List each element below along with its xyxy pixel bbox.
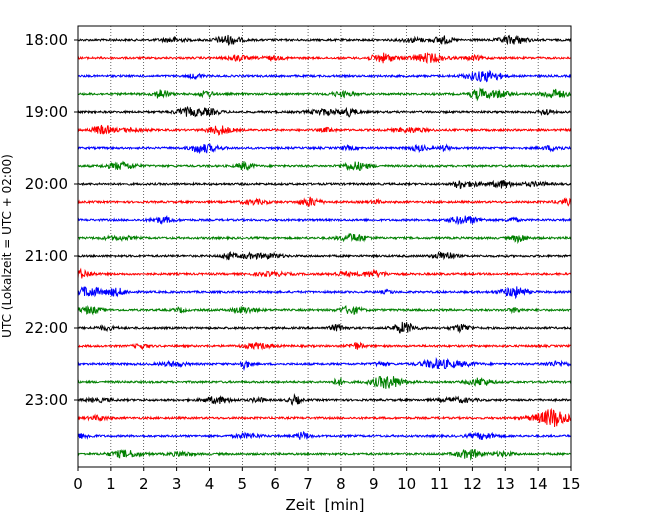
trace-line (77, 321, 572, 334)
trace-line (77, 407, 572, 428)
trace-line (77, 179, 572, 190)
trace-line (77, 449, 572, 461)
trace-line (77, 356, 572, 372)
x-axis-ticks: 0 1 2 3 4 5 6 7 8 9 10 11 12 13 14 15 (73, 467, 581, 493)
traces-group (77, 34, 572, 461)
x-tick-label: 8 (336, 475, 346, 493)
x-tick-label: 13 (496, 475, 515, 493)
y-tick-label: 22:00 (25, 319, 68, 337)
trace-line (77, 341, 572, 351)
trace-line (77, 34, 572, 46)
x-tick-label: 7 (303, 475, 313, 493)
x-tick-label: 3 (172, 475, 182, 493)
trace-line (77, 105, 572, 118)
trace-line (77, 196, 572, 207)
x-tick-label: 11 (430, 475, 449, 493)
trace-line (77, 267, 572, 279)
trace-line (77, 430, 572, 440)
trace-line (77, 69, 572, 83)
x-tick-label: 5 (238, 475, 248, 493)
x-tick-label: 15 (561, 475, 580, 493)
trace-line (77, 232, 572, 245)
y-tick-label: 21:00 (25, 247, 68, 265)
y-tick-label: 19:00 (25, 103, 68, 121)
y-tick-label: 23:00 (25, 391, 68, 409)
y-axis-label: UTC (Lokalzeit = UTC + 02:00) (0, 154, 14, 338)
trace-line (77, 143, 572, 155)
trace-line (77, 160, 572, 172)
x-tick-label: 14 (529, 475, 548, 493)
x-tick-label: 10 (397, 475, 416, 493)
x-tick-label: 4 (205, 475, 215, 493)
x-tick-label: 0 (73, 475, 83, 493)
x-tick-label: 2 (139, 475, 149, 493)
y-tick-label: 20:00 (25, 175, 68, 193)
y-axis-ticks: 18:00 19:00 20:00 21:00 22:00 23:00 (25, 31, 78, 409)
trace-line (77, 392, 572, 406)
x-tick-label: 1 (106, 475, 116, 493)
trace-line (77, 87, 572, 102)
y-tick-label: 18:00 (25, 31, 68, 49)
x-axis-label: Zeit [min] (285, 496, 364, 514)
trace-line (77, 285, 572, 300)
trace-line (77, 124, 572, 136)
trace-line (77, 376, 572, 389)
x-tick-label: 9 (369, 475, 379, 493)
trace-line (77, 304, 572, 316)
trace-line (77, 51, 572, 65)
trace-line (77, 215, 572, 226)
plot-frame (77, 25, 572, 468)
x-tick-label: 12 (463, 475, 482, 493)
trace-line (77, 251, 572, 261)
x-tick-label: 6 (270, 475, 280, 493)
